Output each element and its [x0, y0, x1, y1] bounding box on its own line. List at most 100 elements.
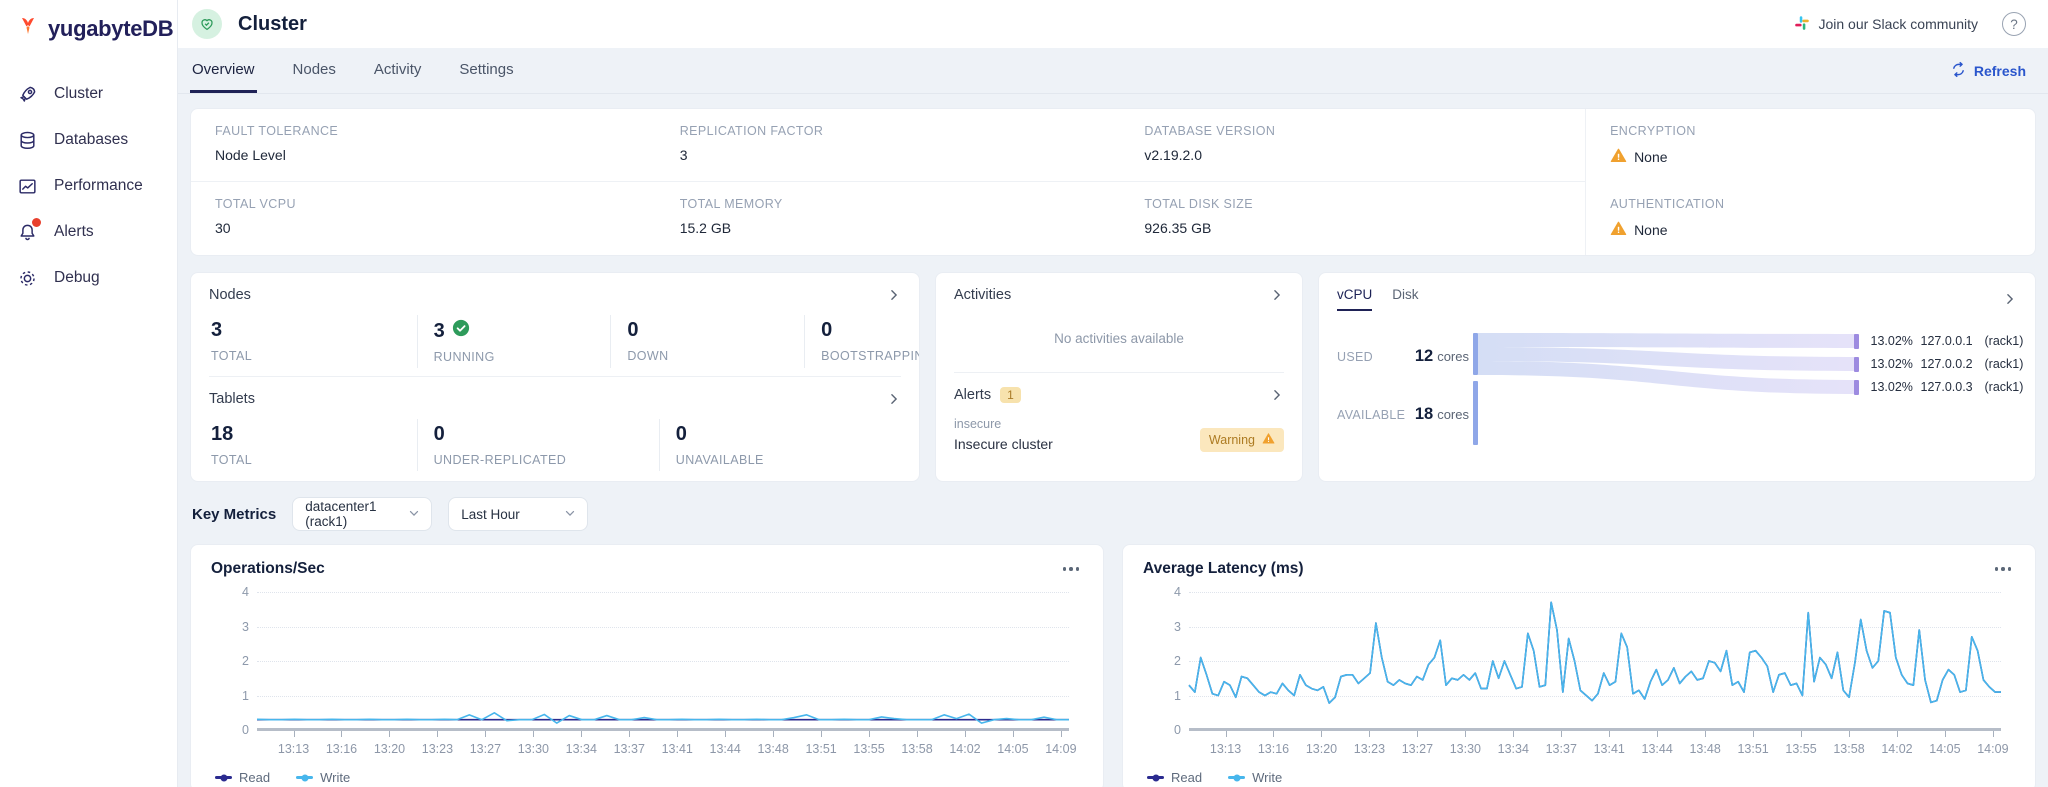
info-label: TOTAL VCPU	[215, 197, 296, 211]
nodes-chevron-right-icon[interactable]	[887, 288, 901, 302]
x-tick-mark	[389, 731, 391, 737]
usage-tab-disk[interactable]: Disk	[1392, 287, 1419, 302]
alerts-count-badge: 1	[1000, 387, 1021, 403]
x-tick-label: 13:20	[1305, 742, 1338, 756]
legend-marker-read	[1147, 774, 1164, 781]
page-title: Cluster	[238, 12, 307, 35]
info-value: 3	[680, 147, 1111, 163]
sidebar-item-cluster[interactable]: Cluster	[0, 71, 177, 117]
info-value: 926.35 GB	[1144, 220, 1575, 236]
more-options-icon[interactable]	[1059, 563, 1084, 575]
stat-label: DOWN	[627, 349, 669, 363]
y-tick-label: 3	[1174, 619, 1181, 634]
x-axis	[257, 728, 1069, 731]
stat-label: UNAVAILABLE	[675, 453, 764, 467]
key-metrics-row: Key Metrics datacenter1 (rack1) Last Hou…	[190, 496, 2036, 532]
x-axis	[1189, 728, 2001, 731]
usage-tab-vcpu[interactable]: vCPU	[1337, 287, 1373, 311]
sidebar-item-performance[interactable]: Performance	[0, 163, 177, 209]
available-bar	[1473, 381, 1478, 445]
vcpu-usage-sankey: USED 12 cores AVAILABLE 18 cores	[1333, 323, 2023, 473]
yugabytedb-logo[interactable]: yugabyteDB	[0, 0, 177, 53]
info-cell-replication-factor: REPLICATION FACTOR 3	[655, 109, 1121, 182]
info-cell-total-vcpu: TOTAL VCPU 30	[191, 182, 656, 255]
plot-area: 0 1 2 3 4	[1174, 585, 2001, 737]
charts-row: Operations/Sec 0 1 2 3 4 13:13 13:16 13:20 13:2…	[190, 544, 2036, 787]
x-tick-label: 13:30	[1449, 742, 1481, 756]
region-select[interactable]: datacenter1 (rack1)	[292, 497, 433, 531]
tab-overview[interactable]: Overview	[190, 48, 257, 93]
x-tick-mark	[1944, 731, 1946, 737]
stat-number: 0	[433, 423, 445, 445]
activities-chevron-right-icon[interactable]	[1270, 288, 1284, 302]
gridline	[257, 592, 1069, 593]
x-tick-mark	[341, 731, 343, 737]
x-tick-mark	[437, 731, 439, 737]
chevron-down-icon	[407, 506, 421, 523]
region-select-value: datacenter1 (rack1)	[305, 499, 377, 529]
tablets-chevron-right-icon[interactable]	[887, 392, 901, 406]
x-tick-mark	[1060, 731, 1062, 737]
alert-info: insecure Insecure cluster	[954, 417, 1053, 452]
alerts-chevron-right-icon[interactable]	[1270, 388, 1284, 402]
legend-marker-write	[1228, 774, 1246, 781]
stat-number: 0	[821, 319, 833, 341]
time-range-select[interactable]: Last Hour	[448, 497, 589, 531]
refresh-button[interactable]: Refresh	[1950, 61, 2026, 81]
x-tick-label: 13:23	[421, 742, 454, 756]
yugabytedb-logo-icon	[16, 14, 40, 43]
slack-community-link[interactable]: Join our Slack community	[1794, 15, 1978, 34]
stat-number: 3	[211, 319, 223, 341]
x-tick-label: 14:09	[1045, 742, 1077, 756]
x-tick-mark	[485, 731, 487, 737]
x-tick-mark	[1753, 731, 1755, 737]
plot-area: 0 1 2 3 4	[242, 585, 1069, 737]
tab-nodes[interactable]: Nodes	[292, 60, 336, 78]
sidebar-item-alerts[interactable]: Alerts	[0, 209, 177, 255]
activities-alerts-divider	[954, 372, 1284, 373]
stat-value: 0	[627, 319, 804, 342]
node-usage-percent: 13.02%	[1870, 357, 1913, 371]
chart-title: Operations/Sec	[211, 560, 325, 577]
alert-row[interactable]: insecure Insecure cluster Warning	[936, 409, 1302, 452]
x-tick-label: 14:02	[949, 742, 981, 756]
stat-total: 3 TOTAL	[209, 315, 417, 368]
warning-status-badge: Warning	[1199, 428, 1284, 452]
used-unit: cores	[1437, 349, 1469, 364]
info-value: v2.19.2.0	[1144, 147, 1575, 163]
x-tick-label: 13:16	[1257, 742, 1290, 756]
stat-value: 0	[821, 319, 901, 342]
x-tick-mark	[1609, 731, 1611, 737]
stat-bootstrapping: 0 BOOTSTRAPPING	[804, 315, 919, 368]
chart-legend: Read Write	[1147, 770, 2015, 785]
sidebar-item-databases[interactable]: Databases	[0, 117, 177, 163]
used-label: USED	[1337, 350, 1373, 364]
legend-item-read: Read	[1147, 770, 1202, 785]
gridline	[257, 661, 1069, 662]
slack-icon	[1794, 15, 1810, 34]
more-options-icon[interactable]	[1991, 563, 2016, 575]
tab-settings[interactable]: Settings	[459, 60, 514, 78]
bell-icon	[16, 218, 41, 243]
legend-item-write: Write	[296, 770, 350, 785]
stat-number: 0	[675, 423, 687, 445]
x-tick-label: 13:58	[901, 742, 933, 756]
tablets-panel-header: Tablets	[191, 377, 919, 413]
usage-chevron-right-icon[interactable]	[2003, 292, 2017, 306]
info-cell-authentication: AUTHENTICATION None	[1585, 182, 2016, 255]
help-button[interactable]: ?	[2002, 12, 2026, 36]
x-tick-mark	[869, 731, 871, 737]
chart-legend: Read Write	[215, 770, 1083, 785]
gear-icon	[16, 267, 38, 289]
nodes-panel: Nodes 3TOTAL3RUNNING0DOWN0BOOTSTRAPPING …	[190, 272, 920, 482]
node-ip: 127.0.0.2	[1920, 357, 1973, 371]
sidebar-item-debug[interactable]: Debug	[0, 255, 177, 301]
stat-under-replicated: 0 UNDER-REPLICATED	[416, 419, 659, 471]
tablets-stats: 18 TOTAL 0 UNDER-REPLICATED 0 UNAVAILABLE	[191, 413, 919, 471]
available-row: AVAILABLE 18 cores	[1337, 405, 1469, 424]
tab-activity[interactable]: Activity	[373, 60, 422, 78]
gridline	[1189, 592, 2001, 593]
y-tick-label: 3	[242, 619, 249, 634]
chart-title: Average Latency (ms)	[1143, 560, 1304, 577]
x-tick-label: 14:05	[997, 742, 1029, 756]
